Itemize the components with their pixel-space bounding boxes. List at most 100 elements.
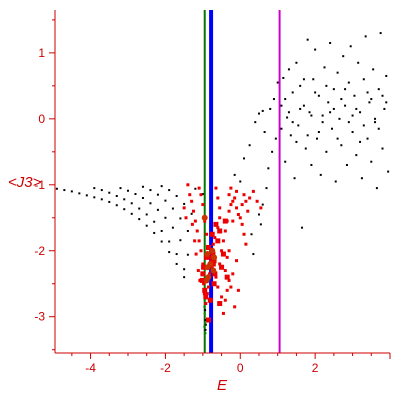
data-point — [248, 196, 252, 200]
data-point — [295, 61, 298, 64]
data-point — [207, 297, 213, 303]
data-point — [295, 140, 298, 143]
data-point — [201, 264, 207, 270]
data-point — [233, 305, 237, 309]
data-point — [329, 111, 332, 114]
data-point — [201, 193, 204, 196]
x-tick-label: -4 — [85, 361, 96, 375]
data-point — [381, 94, 384, 97]
data-point — [370, 160, 373, 163]
data-point — [205, 232, 209, 236]
data-point — [304, 147, 307, 150]
data-point — [208, 255, 212, 259]
data-point — [276, 81, 279, 84]
data-point — [235, 259, 239, 263]
data-point — [199, 193, 203, 197]
data-point — [248, 144, 251, 147]
data-point — [366, 137, 369, 140]
data-point — [242, 232, 246, 236]
data-point — [85, 194, 88, 197]
data-point — [379, 32, 382, 35]
data-point — [327, 101, 330, 104]
data-point — [211, 258, 217, 264]
data-point — [156, 208, 159, 211]
data-point — [193, 239, 197, 243]
data-point — [357, 61, 360, 64]
data-point — [340, 144, 343, 147]
data-point — [240, 203, 244, 207]
data-point — [251, 189, 255, 193]
data-point — [191, 209, 195, 213]
data-point — [259, 206, 263, 210]
data-point — [183, 268, 186, 271]
data-point — [217, 228, 223, 234]
data-point — [267, 167, 270, 170]
y-tick-label: -3 — [34, 310, 45, 324]
data-point — [377, 88, 380, 91]
data-point — [134, 193, 137, 196]
data-point — [197, 239, 201, 243]
data-point — [208, 272, 212, 276]
data-point — [347, 121, 350, 124]
data-point — [377, 127, 380, 130]
data-point — [227, 249, 231, 253]
data-point — [293, 177, 296, 180]
data-point — [149, 189, 152, 192]
data-point — [312, 78, 315, 81]
data-point — [306, 38, 309, 41]
data-point — [195, 229, 199, 233]
data-point — [138, 207, 141, 210]
data-point — [100, 198, 103, 201]
data-point — [123, 208, 126, 211]
data-point — [287, 68, 290, 71]
data-point — [242, 193, 246, 197]
data-point — [225, 255, 229, 259]
data-point — [205, 317, 211, 323]
data-point — [211, 242, 215, 246]
data-point — [179, 217, 182, 220]
data-point — [204, 322, 207, 325]
data-point — [265, 187, 268, 190]
data-point — [291, 121, 294, 124]
data-point — [271, 150, 274, 153]
data-point — [168, 240, 171, 243]
data-point — [204, 323, 207, 326]
data-point — [238, 216, 242, 220]
data-point — [239, 180, 242, 183]
data-point — [63, 189, 66, 192]
data-point — [330, 127, 333, 130]
data-point — [211, 281, 217, 287]
data-point — [291, 91, 294, 94]
data-point — [381, 147, 384, 150]
data-point — [257, 112, 260, 115]
data-point — [340, 98, 343, 101]
data-point — [299, 107, 302, 110]
data-point — [175, 195, 178, 198]
data-point — [220, 251, 226, 257]
data-point — [225, 288, 229, 292]
data-point — [374, 117, 377, 120]
data-point — [168, 189, 171, 192]
data-point — [164, 216, 167, 219]
data-point — [349, 45, 352, 48]
data-point — [306, 134, 309, 137]
data-point — [342, 55, 345, 58]
data-point — [325, 84, 328, 87]
data-point — [211, 254, 218, 261]
data-point — [216, 196, 220, 200]
data-point — [202, 282, 206, 286]
data-point — [216, 226, 220, 230]
data-point — [194, 187, 197, 190]
data-point — [229, 203, 233, 207]
data-point — [317, 131, 320, 134]
data-point — [183, 202, 186, 205]
data-point — [336, 71, 339, 74]
data-point — [199, 277, 205, 283]
data-point — [263, 131, 266, 134]
data-point — [207, 260, 214, 267]
data-point — [160, 229, 163, 232]
y-tick-label: -2 — [34, 244, 45, 258]
data-point — [227, 278, 231, 282]
data-point — [359, 140, 362, 143]
data-point — [218, 206, 222, 210]
